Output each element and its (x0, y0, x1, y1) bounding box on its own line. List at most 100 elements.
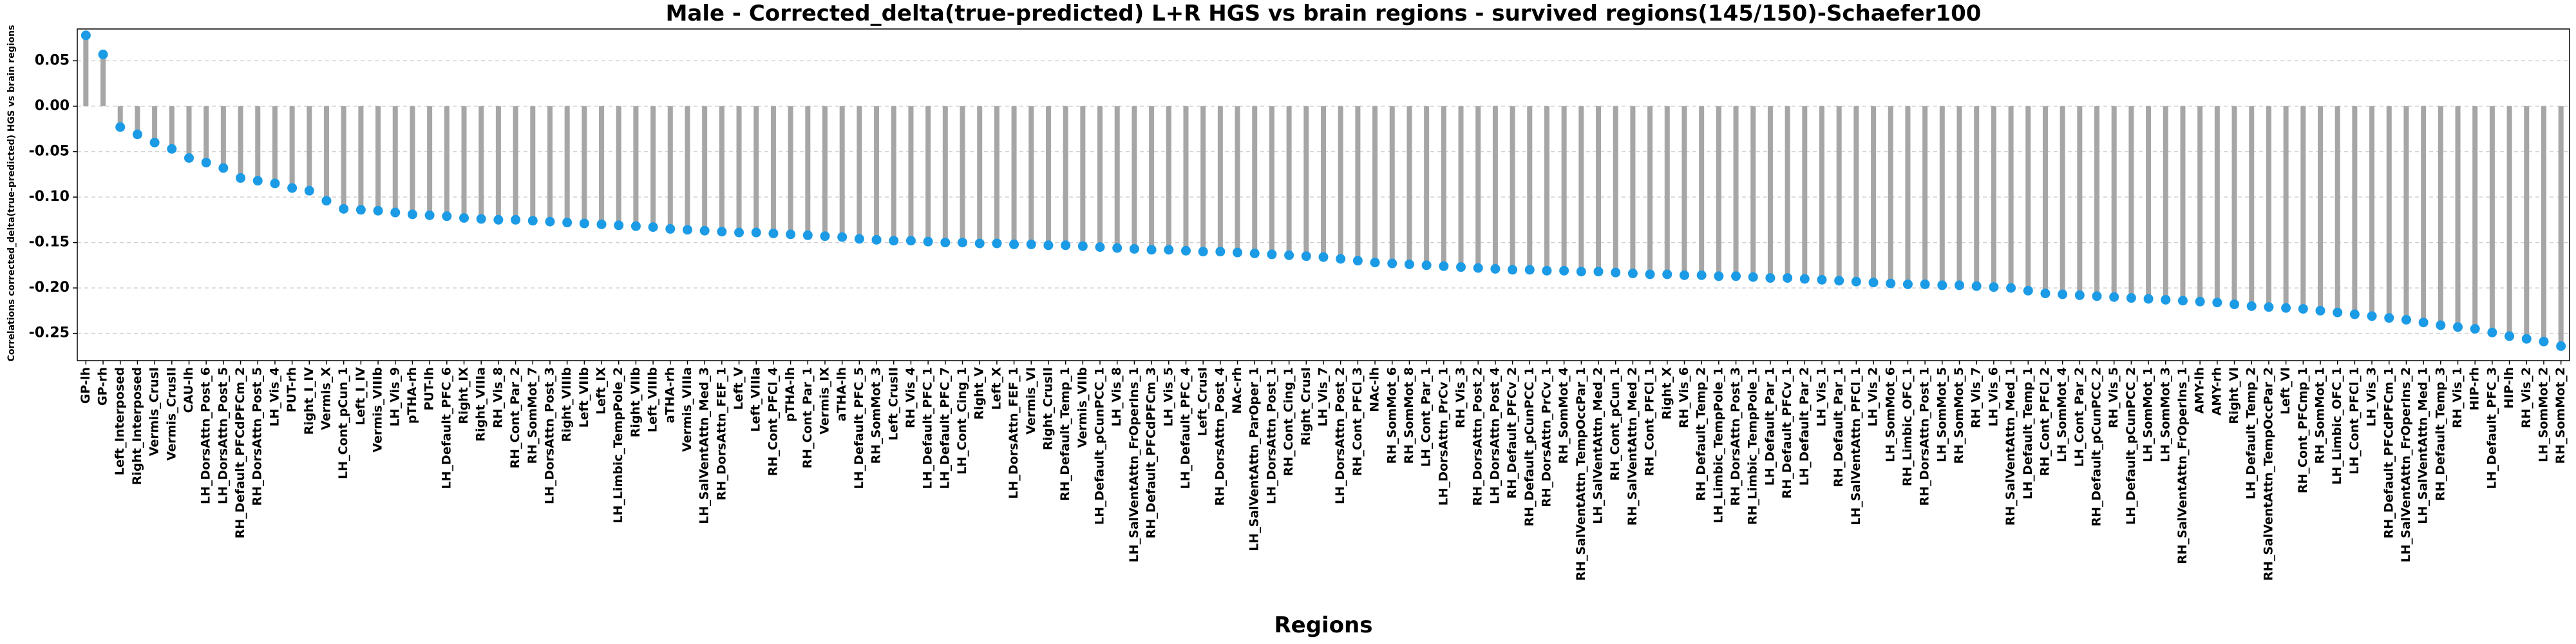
dot (562, 218, 573, 228)
dot (545, 216, 555, 227)
x-tick-label: Left_CrusII (886, 367, 900, 440)
dot (1576, 267, 1586, 277)
dot (2126, 293, 2136, 303)
dot (630, 221, 641, 231)
dot (1645, 269, 1655, 279)
dot (424, 210, 435, 220)
x-tick-label: RH_Vis_8 (491, 367, 505, 428)
dot (1180, 245, 1191, 256)
dot (1198, 247, 1208, 257)
dot (1696, 270, 1707, 280)
dot (786, 229, 796, 240)
dot (1404, 259, 1414, 269)
x-tick-label: Right_I_IV (302, 367, 316, 435)
y-tick-label: -0.10 (29, 189, 70, 205)
dot (802, 230, 813, 240)
dot (648, 222, 658, 232)
dot (905, 236, 916, 246)
x-tick-label: RH_SomMot_3 (869, 367, 884, 464)
dot (1714, 271, 1724, 281)
x-tick-label: aTHA-rh (663, 367, 677, 423)
dot (1439, 261, 1449, 271)
x-tick-label: Left_VIIIa (749, 367, 763, 432)
x-tick-label: LH_DorsAttn_Post_3 (542, 367, 556, 504)
dot (958, 238, 968, 248)
dot (596, 219, 607, 229)
dot (1387, 258, 1397, 269)
x-tick-label: LH_SomMot_2 (2536, 367, 2550, 462)
dot (940, 238, 951, 248)
dot (2109, 292, 2119, 302)
x-tick-label: LH_Limbic_TempPole_1 (1711, 367, 1725, 524)
dot (1370, 258, 1380, 268)
x-tick-label: NAc-rh (1230, 367, 1244, 414)
x-tick-label: LH_Default_PFC_6 (439, 367, 453, 489)
x-tick-label: RH_SalVentAttn_TempOccPar_2 (2261, 367, 2275, 581)
dot (201, 157, 211, 167)
x-tick-label: Vermis_IX (818, 367, 832, 435)
x-tick-label: Left_VI (2278, 367, 2293, 415)
x-tick-label: RH_DorsAttn_Post_2 (1471, 367, 1485, 506)
y-tick-label: -0.05 (29, 143, 70, 159)
dot (167, 144, 177, 154)
x-tick-label: Right_VIIb (629, 367, 643, 437)
dot (1026, 239, 1036, 249)
dot (1834, 276, 1844, 286)
dot (2040, 289, 2050, 299)
x-tick-label: RH_Cont_PFCl_2 (2038, 367, 2052, 476)
dot (1937, 280, 1947, 290)
dot (2384, 313, 2394, 323)
dot (1886, 278, 1896, 289)
x-tick-label: RH_Default_Temp_1 (1058, 367, 1072, 501)
x-tick-label: LH_Vis_7 (1316, 367, 1331, 426)
chart-title: Male - Corrected_delta(true-predicted) L… (666, 1, 1982, 26)
x-tick-label: LH_Vis_6 (1986, 367, 2000, 426)
x-tick-label: RH_DorsAttn_Post_5 (251, 367, 265, 506)
x-tick-label: LH_Default_PFC_7 (938, 367, 952, 489)
x-tick-label: PUT-lh (422, 367, 437, 410)
x-tick-label: LH_DorsAttn_FEF_1 (1007, 367, 1021, 499)
dot (1748, 272, 1758, 282)
dot (768, 228, 779, 238)
x-tick-label: RH_Default_Temp_3 (2433, 367, 2447, 501)
dot (2074, 290, 2085, 300)
x-tick-label: LH_Vis_9 (388, 367, 402, 426)
dot (1249, 249, 1260, 259)
dot (1095, 242, 1105, 252)
x-tick-label: HIP-lh (2502, 367, 2516, 409)
x-tick-label: AMY-rh (2210, 367, 2224, 415)
x-tick-label: RH_SalVentAttn_Med_2 (1625, 367, 1640, 526)
x-tick-label: LH_Cont_pCun_1 (336, 367, 350, 479)
x-tick-label: LH_SalVentAttn_Med_3 (697, 367, 712, 524)
dot (1456, 262, 1466, 272)
x-tick-label: pTHA-rh (405, 367, 419, 424)
dot (390, 207, 401, 218)
x-tick-label: RH_Cont_PFCl_4 (766, 367, 780, 476)
dot (1868, 278, 1879, 288)
x-tick-label: LH_Default_PFC_5 (852, 367, 866, 489)
dot (321, 196, 332, 206)
dot (1284, 250, 1294, 260)
x-tick-label: Right_VIIIb (560, 367, 574, 442)
dot (2470, 324, 2480, 334)
dot (1989, 282, 1999, 292)
x-tick-label: LH_Cont_PFCl_1 (2347, 367, 2362, 475)
x-tick-label: RH_Default_PFCdPFCm_1 (2382, 367, 2396, 538)
dot (1731, 271, 1741, 281)
dot (1524, 265, 1535, 275)
dot (1473, 263, 1483, 273)
x-tick-label: Vermis_VIIIb (371, 367, 385, 453)
dot (1129, 243, 1139, 254)
x-tick-label: RH_SalVentAttn_FrOperIns_1 (2175, 367, 2190, 564)
dot (1920, 279, 1930, 289)
x-tick-label: LH_SomMot_3 (2158, 367, 2172, 462)
x-tick-label: Right_VI (2227, 367, 2241, 424)
x-tick-label: LH_DorsAttn_Post_2 (1333, 367, 1347, 504)
x-tick-label: RH_Cont_Par_1 (800, 367, 815, 468)
dot (2161, 294, 2171, 305)
x-tick-label: LH_Default_PFC_4 (1179, 367, 1193, 489)
dot (476, 214, 486, 224)
x-tick-label: Vermis_VI (1024, 367, 1038, 435)
dot (854, 234, 864, 244)
